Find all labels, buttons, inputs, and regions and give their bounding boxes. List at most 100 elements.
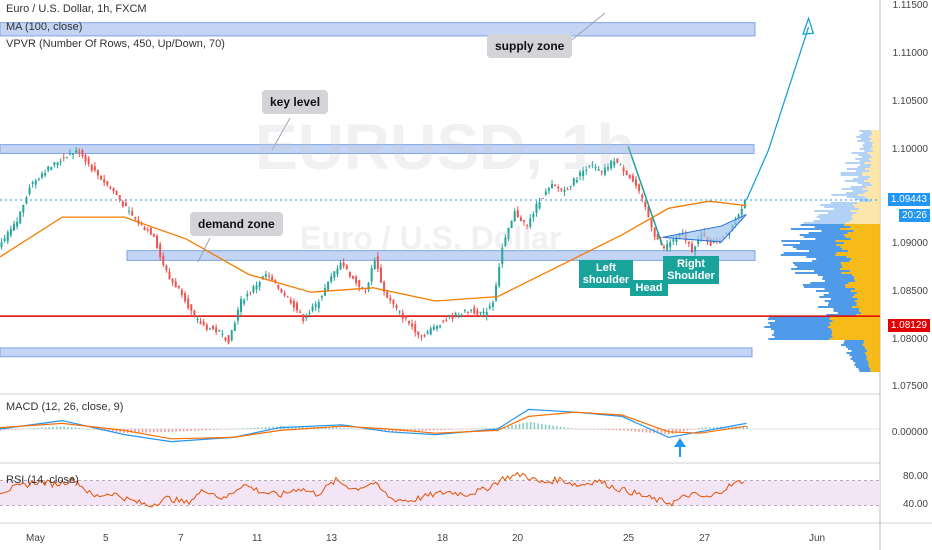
volume-bar-down [869, 182, 880, 184]
macd-histogram-bar [167, 429, 170, 432]
levels-layer [0, 199, 880, 317]
volume-bar-down [842, 248, 880, 250]
volume-bar-up [860, 138, 872, 140]
pattern-layer [197, 12, 815, 263]
rsi-legend[interactable]: RSI (14, close) [6, 474, 79, 486]
candle-body [367, 282, 370, 290]
volume-bar-down [866, 186, 880, 188]
macd-histogram-bar [182, 429, 185, 432]
demand-zone-callout[interactable]: demand zone [190, 212, 283, 236]
macd-histogram-bar [597, 429, 599, 430]
macd-histogram-bar [250, 427, 252, 429]
candle-body [634, 179, 637, 186]
candle-body [286, 296, 289, 298]
supply-zone-callout[interactable]: supply zone [487, 34, 573, 58]
volume-bar-down [870, 148, 880, 150]
volume-bar-up [813, 270, 851, 272]
candle-body [669, 242, 672, 248]
zone-demand-zone [126, 250, 756, 261]
volume-bar-down [830, 316, 880, 318]
macd-histogram-bar [291, 426, 293, 429]
volume-bar-up [856, 136, 870, 138]
volume-bar-up [861, 156, 872, 158]
macd-histogram-bar [727, 426, 730, 429]
candle-body [510, 220, 513, 229]
volume-bar-down [869, 166, 880, 168]
candle-body [149, 227, 152, 235]
volume-bar-up [828, 304, 857, 306]
volume-bar-down [857, 202, 880, 204]
rsi-line [0, 471, 745, 508]
candle-body [516, 210, 519, 218]
ma-legend[interactable]: MA (100, close) [6, 21, 83, 33]
candle-body [243, 299, 246, 304]
signal-line [0, 411, 747, 440]
macd-line [0, 408, 747, 443]
candle-body [112, 188, 115, 192]
macd-histogram-bar [227, 429, 230, 430]
candle-body [50, 166, 53, 170]
volume-bar-up [818, 306, 853, 308]
candle-body [426, 331, 429, 334]
candle-body [379, 267, 382, 283]
volume-bar-down [851, 216, 880, 218]
candle-body [566, 188, 569, 190]
zone-key-level [0, 144, 755, 154]
volume-bar-up [845, 346, 865, 348]
volume-bar-down [852, 296, 880, 298]
candle-body [529, 218, 532, 227]
candle-body [143, 227, 146, 231]
head-label[interactable]: Head [630, 280, 668, 296]
macd-histogram-bar [574, 428, 577, 430]
candle-body [258, 282, 261, 288]
macd-histogram-bar [455, 429, 457, 430]
candle-body [743, 199, 746, 209]
candle-body [317, 302, 320, 309]
macd-histogram-bar [261, 427, 263, 429]
candle-body [156, 235, 159, 248]
volume-bar-up [858, 154, 871, 156]
price-tick: 1.10500 [891, 96, 928, 107]
volume-bar-up [769, 324, 831, 326]
right-shoulder-label[interactable]: Right Shoulder [663, 256, 719, 284]
candle-body [575, 179, 578, 183]
candle-body [737, 214, 740, 218]
macd-histogram-bar [306, 426, 308, 429]
candle-body [376, 256, 379, 270]
volume-bar-down [858, 194, 880, 196]
candle-body [121, 201, 124, 207]
candle-body [187, 298, 190, 309]
volume-bar-down [870, 370, 880, 372]
volume-bar-up [821, 230, 854, 232]
candle-body [289, 299, 292, 304]
candle-body [16, 221, 19, 227]
candle-body [392, 299, 395, 305]
macd-histogram-bar [724, 426, 726, 429]
macd-histogram-bar [324, 427, 327, 429]
macd-legend[interactable]: MACD (12, 26, close, 9) [6, 401, 124, 413]
macd-histogram-bar [253, 427, 256, 429]
macd-histogram-bar [190, 429, 192, 431]
volume-bar-up [830, 202, 858, 204]
volume-bar-down [863, 340, 880, 342]
volume-bar-down [867, 178, 880, 180]
key-level-callout[interactable]: key level [262, 90, 329, 114]
watermark-symbol: EURUSD, 1h [255, 111, 636, 183]
candle-body [417, 331, 420, 336]
left-shoulder-label[interactable]: Left shoulder [579, 260, 633, 288]
volume-bar-up [768, 338, 830, 340]
volume-bar-up [803, 236, 846, 238]
volume-bar-down [856, 292, 880, 294]
candle-body [407, 321, 410, 324]
candle-body [401, 313, 404, 319]
macd-histogram-bar [70, 427, 73, 429]
macd-histogram-bar [638, 429, 640, 432]
macd-histogram-bar [701, 427, 704, 429]
volume-bar-up [849, 354, 867, 356]
vpvr-legend[interactable]: VPVR (Number Of Rows, 450, Up/Down, 70) [6, 38, 225, 50]
candle-body [208, 328, 211, 330]
candle-body [84, 154, 87, 162]
volume-bar-down [868, 198, 880, 200]
volume-bar-up [846, 196, 866, 198]
